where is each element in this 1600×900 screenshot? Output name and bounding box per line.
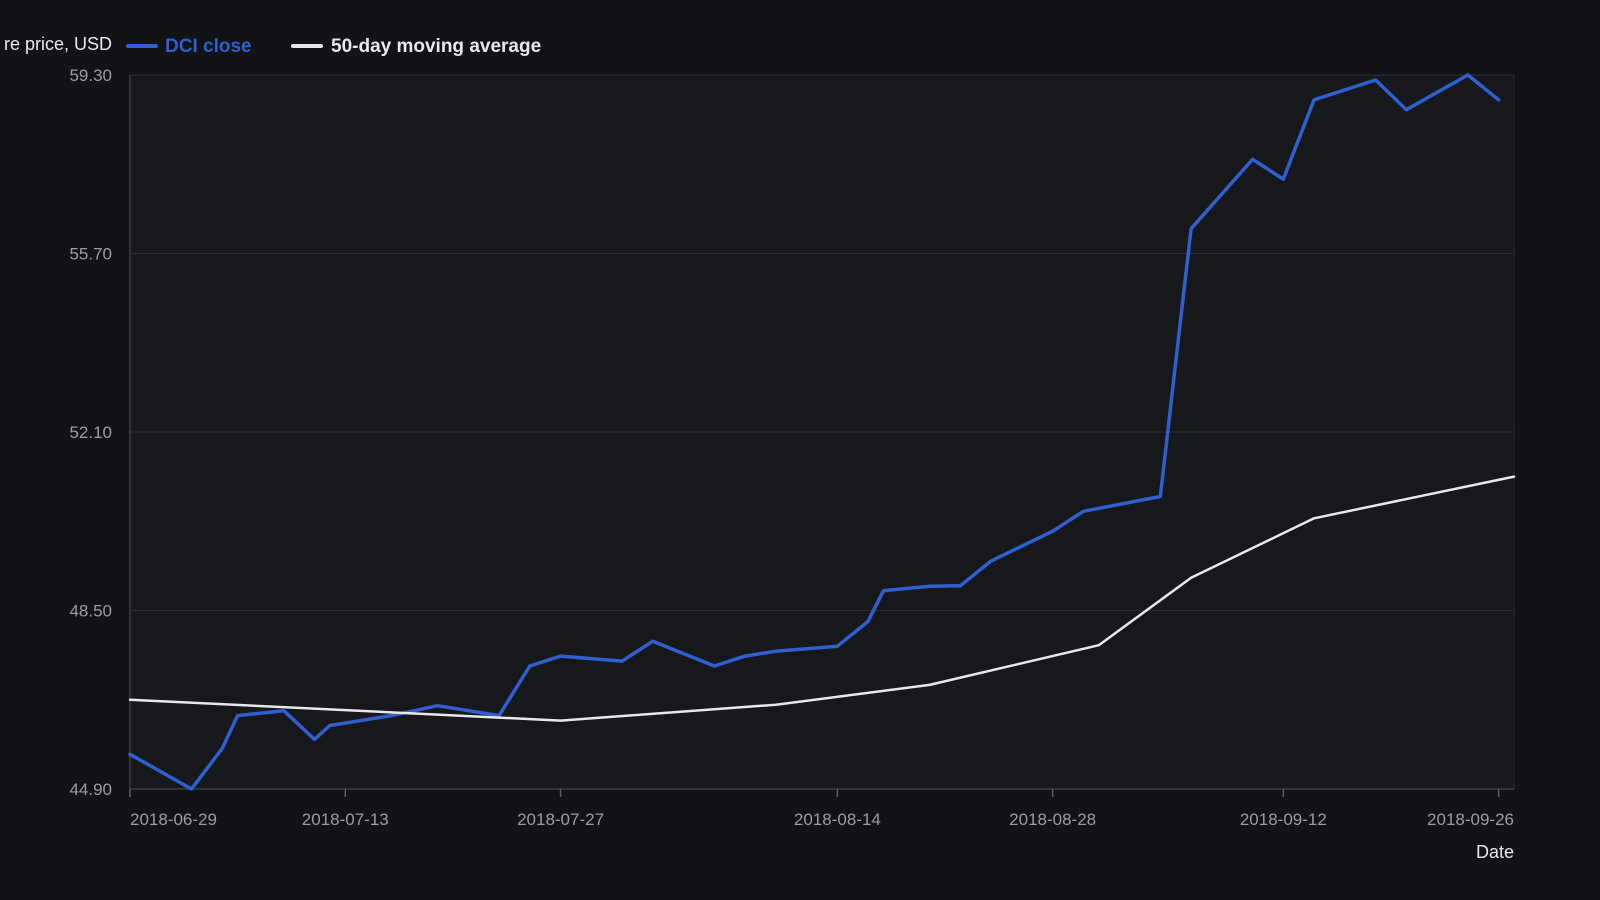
legend-label: DCI close — [165, 36, 252, 57]
series-line-moving-average — [128, 475, 1516, 722]
legend-label: 50-day moving average — [331, 36, 541, 57]
x-tick-label: 2018-07-13 — [302, 810, 389, 829]
x-axis-title: Date — [1476, 842, 1514, 862]
x-tick-label: 2018-09-12 — [1240, 810, 1327, 829]
x-tick-label: 2018-06-29 — [130, 810, 217, 829]
x-tick-label: 2018-07-27 — [517, 810, 604, 829]
x-tick-label: 2018-08-14 — [794, 810, 881, 829]
y-axis-title: re price, USD — [4, 34, 112, 54]
y-tick-label: 48.50 — [69, 602, 112, 621]
series-layer — [128, 73, 1516, 791]
x-tick-label: 2018-08-28 — [1009, 810, 1096, 829]
legend[interactable]: DCI close 50-day moving average — [126, 36, 541, 57]
axes: 44.90 48.50 52.10 55.70 59.30 2018-06-29 2018-… — [69, 66, 1514, 829]
series-line-dci-close — [128, 73, 1501, 791]
y-tick-label: 44.90 — [69, 780, 112, 799]
y-tick-label: 59.30 — [69, 66, 112, 85]
y-tick-label: 52.10 — [69, 423, 112, 442]
y-tick-label: 55.70 — [69, 245, 112, 264]
x-tick-label: 2018-09-26 — [1427, 810, 1514, 829]
grid — [130, 74, 1515, 789]
